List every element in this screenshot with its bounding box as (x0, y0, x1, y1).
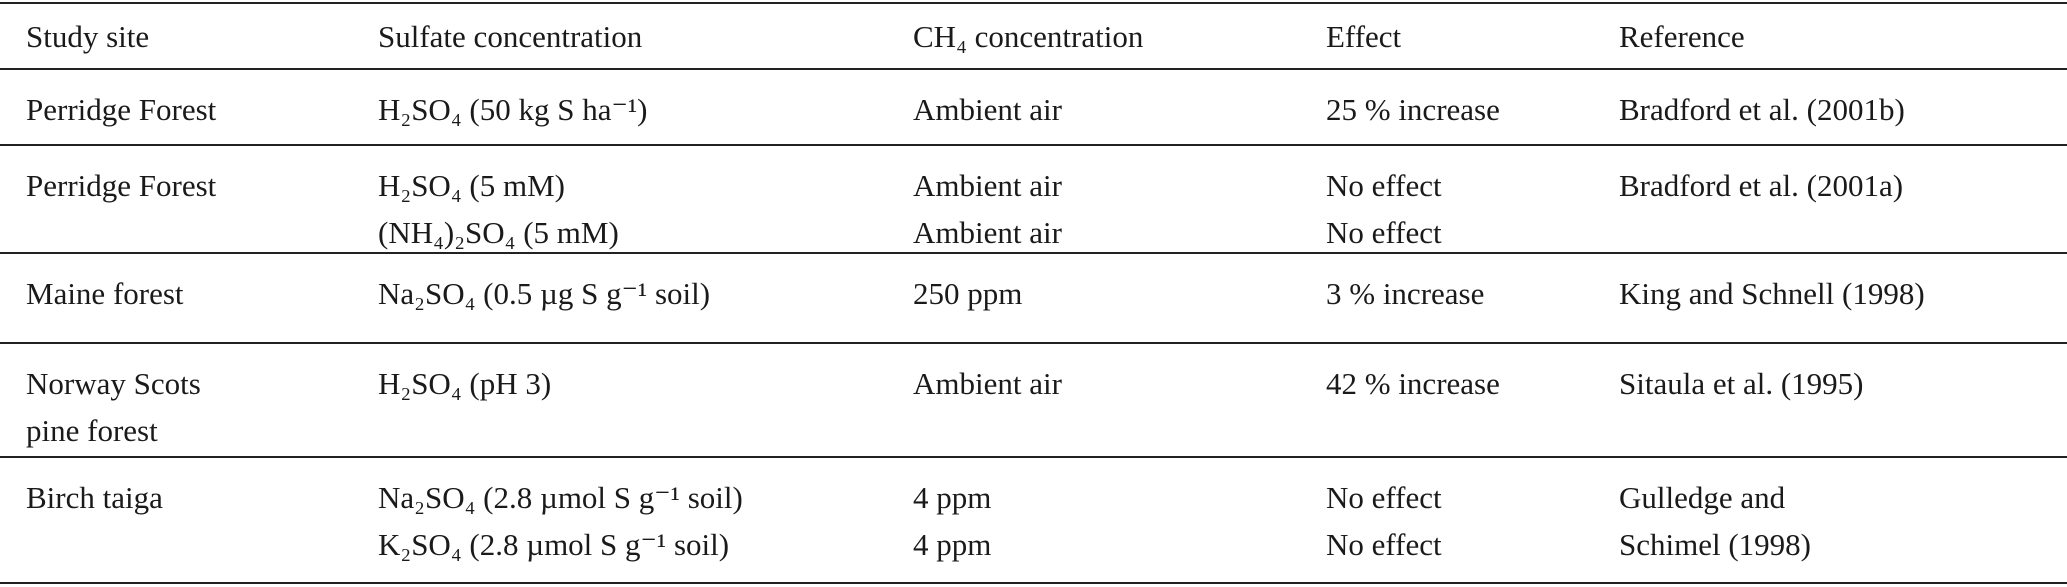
header-cell: Sulfate concentration (378, 18, 643, 54)
cell: Birch taiga (26, 474, 163, 521)
cell-text: H₂SO₄ (pH 3) (378, 365, 552, 401)
cell-text: Ambient air (913, 365, 1062, 401)
cell-text: Birch taiga (26, 479, 163, 515)
cell-text: 3 % increase (1326, 275, 1485, 311)
cell-text: Ambient air (913, 214, 1062, 250)
cell: Bradford et al. (2001a) (1619, 162, 1903, 209)
cell: 250 ppm (913, 270, 1022, 317)
cell-text: Bradford et al. (2001a) (1619, 167, 1904, 203)
rule (0, 68, 2067, 70)
cell-text: 250 ppm (913, 275, 1023, 311)
header-cell: Effect (1326, 18, 1402, 54)
cell-text: No effect (1326, 479, 1442, 515)
cell: Perridge Forest (26, 162, 216, 209)
cell-text: Sitaula et al. (1995) (1619, 365, 1864, 401)
cell-text: Perridge Forest (26, 91, 217, 127)
cell: Gulledge and Schimel (1998) (1619, 474, 1811, 568)
cell-text: Ambient air (913, 167, 1062, 203)
cell-text: Maine forest (26, 275, 184, 311)
cell-text: K₂SO₄ (2.8 µmol S g⁻¹ soil) (378, 526, 730, 562)
cell: 25 % increase (1326, 86, 1500, 133)
cell-text: Norway Scots (26, 365, 201, 401)
cell-text: No effect (1326, 526, 1442, 562)
cell-text: Bradford et al. (2001b) (1619, 91, 1905, 127)
cell-text: No effect (1326, 167, 1442, 203)
cell-text: Na₂SO₄ (2.8 µmol S g⁻¹ soil) (378, 479, 743, 515)
cell-text: No effect (1326, 214, 1442, 250)
cell-text: 4 ppm (913, 479, 992, 515)
cell: H₂SO₄ (5 mM) (NH₄)₂SO₄ (5 mM) (378, 162, 619, 256)
cell-text: 4 ppm (913, 526, 992, 562)
cell: Ambient air (913, 86, 1062, 133)
rule (0, 456, 2067, 458)
cell-text: Gulledge and (1619, 479, 1786, 515)
cell: Sitaula et al. (1995) (1619, 360, 1864, 407)
cell: Bradford et al. (2001b) (1619, 86, 1905, 133)
cell: Perridge Forest (26, 86, 216, 133)
rule (0, 2, 2067, 4)
rule (0, 252, 2067, 254)
cell: Na₂SO₄ (0.5 µg S g⁻¹ soil) (378, 270, 710, 317)
cell: 42 % increase (1326, 360, 1500, 407)
cell: Norway Scots pine forest (26, 360, 201, 454)
cell-text: H₂SO₄ (5 mM) (378, 167, 565, 203)
cell-text: 25 % increase (1326, 91, 1500, 127)
cell: H₂SO₄ (50 kg S ha⁻¹) (378, 86, 647, 133)
cell-text: 42 % increase (1326, 365, 1500, 401)
cell-text: King and Schnell (1998) (1619, 275, 1925, 311)
cell-text: Perridge Forest (26, 167, 217, 203)
cell: Na₂SO₄ (2.8 µmol S g⁻¹ soil) K₂SO₄ (2.8 µ… (378, 474, 743, 568)
header-cell: Study site (26, 18, 150, 54)
cell-text: pine forest (26, 412, 158, 448)
cell: No effect No effect (1326, 162, 1442, 256)
cell: Ambient air Ambient air (913, 162, 1062, 256)
header-cell: CH₄ concentration (913, 18, 1144, 54)
rule (0, 144, 2067, 146)
cell-text: (NH₄)₂SO₄ (5 mM) (378, 214, 619, 250)
cell: H₂SO₄ (pH 3) (378, 360, 551, 407)
cell: Ambient air (913, 360, 1062, 407)
cell: No effect No effect (1326, 474, 1442, 568)
header-cell: Reference (1619, 18, 1745, 54)
rule (0, 342, 2067, 344)
cell-text: H₂SO₄ (50 kg S ha⁻¹) (378, 91, 648, 127)
cell-text: Ambient air (913, 91, 1062, 127)
cell-text: Schimel (1998) (1619, 526, 1811, 562)
rule (0, 582, 2067, 584)
cell: Maine forest (26, 270, 184, 317)
cell: 3 % increase (1326, 270, 1484, 317)
cell: 4 ppm 4 ppm (913, 474, 991, 568)
cell-text: Na₂SO₄ (0.5 µg S g⁻¹ soil) (378, 275, 711, 311)
cell: King and Schnell (1998) (1619, 270, 1925, 317)
